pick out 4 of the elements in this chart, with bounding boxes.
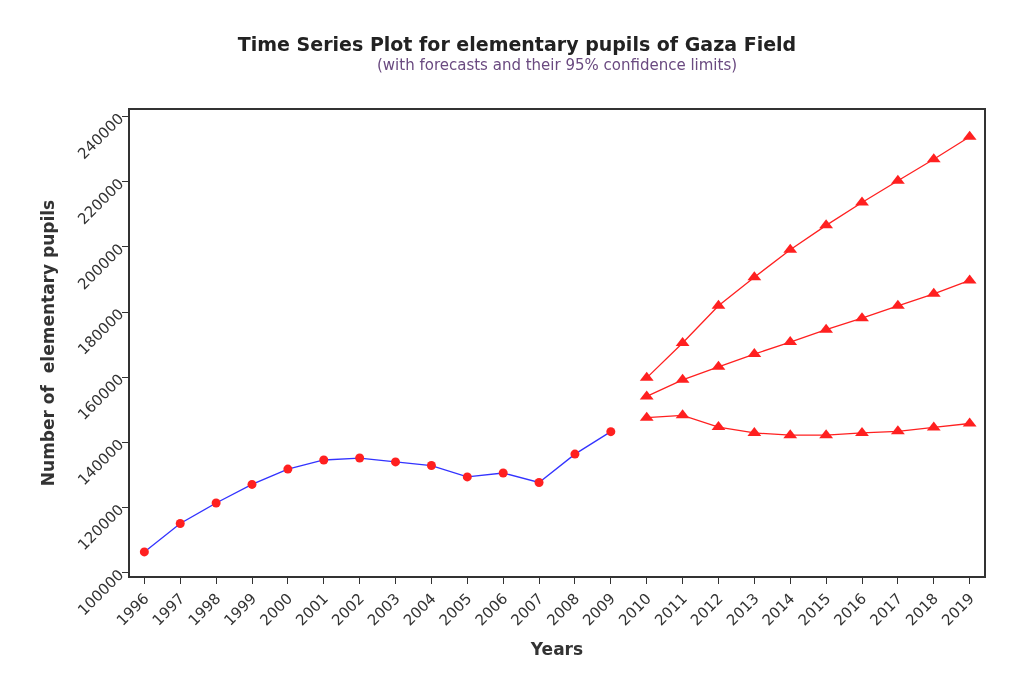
chart-title: Time Series Plot for elementary pupils of Gaza Field (237, 33, 797, 56)
y-axis-title: Number of elementary pupils (38, 199, 59, 487)
chart-subtitle: (with forecasts and their 95% confidence limits) (377, 56, 738, 74)
x-axis-title: Years (529, 639, 584, 660)
